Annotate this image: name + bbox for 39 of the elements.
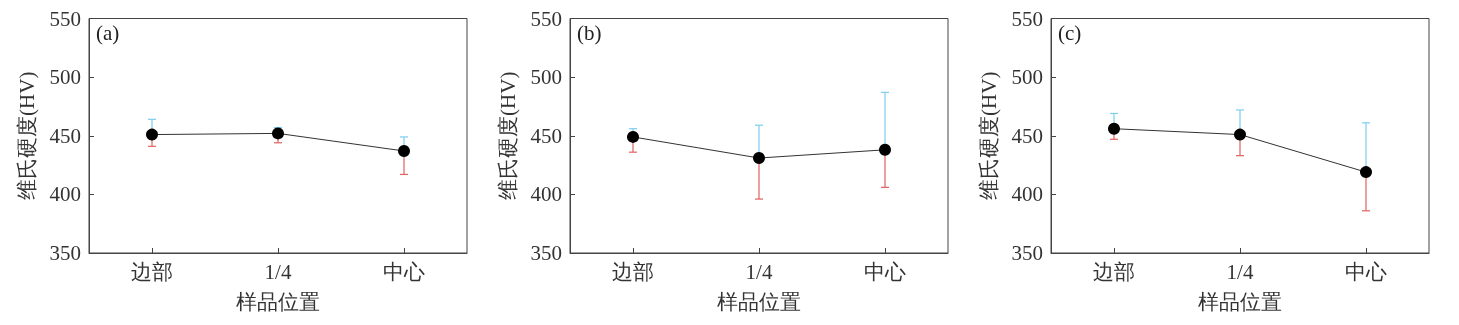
x-tick-label: 中心 xyxy=(1345,259,1387,284)
y-tick-label: 550 xyxy=(1011,6,1043,31)
y-tick-label: 500 xyxy=(530,65,562,90)
x-tick-label: 中心 xyxy=(864,259,906,284)
y-tick-label: 400 xyxy=(49,182,81,207)
x-tick-label: 边部 xyxy=(1093,259,1135,284)
x-tick-label: 1/4 xyxy=(264,259,292,284)
x-tick-label: 1/4 xyxy=(1226,259,1254,284)
y-tick-label: 400 xyxy=(1011,182,1043,207)
point xyxy=(272,127,284,140)
y-axis-title: 维氏硬度(HV) xyxy=(14,71,39,200)
y-axis-title: 维氏硬度(HV) xyxy=(495,71,520,200)
y-tick-label: 350 xyxy=(49,241,81,265)
point xyxy=(398,145,410,157)
y-axis-title: 维氏硬度(HV) xyxy=(976,71,1001,200)
x-axis-title: 样品位置 xyxy=(236,289,320,314)
x-tick-label: 边部 xyxy=(131,259,173,284)
y-tick-label: 450 xyxy=(49,123,81,148)
x-axis-title: 样品位置 xyxy=(1198,289,1282,314)
point xyxy=(1234,128,1246,141)
y-tick-label: 400 xyxy=(530,182,562,207)
y-tick-label: 550 xyxy=(530,6,562,31)
point xyxy=(1108,122,1120,135)
annotation: (a) xyxy=(96,20,120,45)
x-tick-label: 1/4 xyxy=(745,259,773,284)
y-tick-label: 450 xyxy=(530,123,562,148)
annotation: (b) xyxy=(577,20,602,45)
y-tick-label: 350 xyxy=(1011,241,1043,265)
x-axis-title: 样品位置 xyxy=(717,289,801,314)
point xyxy=(1360,166,1372,179)
x-tick-label: 边部 xyxy=(612,259,654,284)
annotation: (c) xyxy=(1058,20,1082,45)
y-tick-label: 550 xyxy=(49,6,81,31)
y-tick-label: 500 xyxy=(49,65,81,90)
y-tick-label: 350 xyxy=(530,241,562,265)
y-tick-label: 450 xyxy=(1011,123,1043,148)
point xyxy=(146,128,158,141)
x-tick-label: 中心 xyxy=(383,259,425,284)
y-tick-label: 500 xyxy=(1011,65,1043,90)
